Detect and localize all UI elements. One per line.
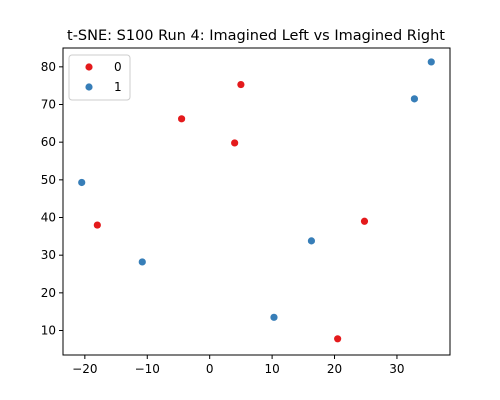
point-series-1-1 — [138, 258, 146, 266]
x-tick-label: 20 — [327, 362, 342, 376]
x-axis: −20 −10 0 10 20 30 — [72, 355, 405, 376]
legend-box — [68, 54, 131, 101]
point-series-1-2 — [270, 313, 278, 321]
point-series-0-3 — [93, 221, 101, 229]
legend: 01 — [68, 54, 131, 101]
y-tick-label: 50 — [41, 173, 56, 187]
point-series-0-0 — [177, 115, 186, 123]
y-tick-label: 70 — [41, 98, 56, 112]
point-series-0-4 — [360, 217, 369, 225]
point-series-0-1 — [231, 139, 239, 147]
legend-marker-0 — [85, 63, 93, 71]
y-tick-label: 60 — [41, 135, 56, 149]
point-series-0-5 — [334, 335, 342, 343]
point-series-1-4 — [410, 95, 419, 103]
x-tick-label: 10 — [264, 362, 279, 376]
x-tick-label: 0 — [206, 362, 214, 376]
point-series-1-3 — [307, 237, 316, 245]
point-series-1-5 — [427, 58, 435, 66]
legend-label-1: 1 — [114, 80, 122, 94]
point-series-1-0 — [78, 178, 86, 187]
data-points — [78, 58, 435, 343]
axes-frame — [62, 47, 451, 356]
legend-marker-1 — [85, 83, 93, 91]
y-tick-label: 10 — [41, 324, 56, 338]
chart-title: t-SNE: S100 Run 4: Imagined Left vs Imag… — [67, 28, 445, 44]
y-tick-label: 40 — [41, 211, 56, 225]
x-tick-label: 30 — [389, 362, 404, 376]
y-tick-label: 80 — [41, 60, 56, 74]
y-tick-label: 20 — [41, 286, 56, 300]
point-series-0-2 — [237, 80, 245, 89]
legend-label-0: 0 — [114, 60, 122, 74]
y-tick-label: 30 — [41, 248, 56, 262]
x-tick-label: −10 — [135, 362, 160, 376]
x-tick-label: −20 — [72, 362, 97, 376]
y-axis: 10 20 30 40 50 60 70 80 — [41, 60, 63, 338]
